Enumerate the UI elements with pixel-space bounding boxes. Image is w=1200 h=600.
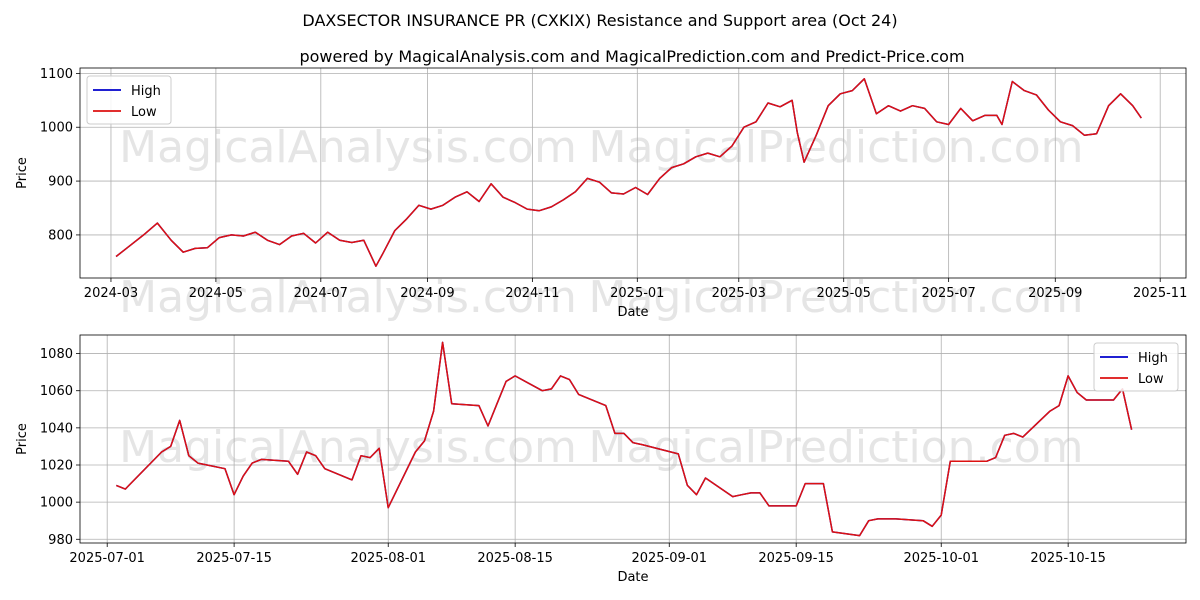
y-tick-label: 980 — [48, 533, 73, 548]
x-axis-label: Date — [617, 570, 648, 585]
x-tick-label: 2025-08-15 — [477, 551, 553, 566]
chart-title: DAXSECTOR INSURANCE PR (CXKIX) Resistanc… — [302, 11, 897, 30]
y-tick-label: 1000 — [40, 121, 73, 136]
chart-panel-2: MagicalAnalysis.com MagicalPrediction.com… — [15, 334, 1187, 585]
watermark-text: MagicalPrediction.com — [589, 272, 1084, 323]
y-tick-label: 900 — [48, 175, 73, 190]
x-axis-label: Date — [617, 305, 648, 320]
chart-panel-1: MagicalAnalysis.com MagicalPrediction.com… — [15, 67, 1187, 323]
x-tick-label: 2025-05 — [817, 286, 871, 301]
x-tick-label: 2025-07-15 — [196, 551, 272, 566]
x-tick-label: 2025-09-01 — [631, 551, 707, 566]
y-tick-label: 1060 — [40, 384, 73, 399]
y-tick-label: 1000 — [40, 496, 73, 511]
legend-label-low: Low — [1138, 372, 1164, 387]
x-tick-label: 2025-10-01 — [903, 551, 979, 566]
x-tick-label: 2024-07 — [294, 286, 348, 301]
x-tick-label: 2025-09 — [1028, 286, 1082, 301]
plot-frame — [79, 334, 1187, 544]
y-tick-label: 1040 — [40, 421, 73, 436]
watermark-text: MagicalAnalysis.com — [119, 272, 577, 323]
legend-box — [86, 75, 172, 125]
x-tick-label: 2025-07-01 — [69, 551, 145, 566]
series-line-low — [115, 78, 1142, 267]
x-tick-label: 2024-11 — [505, 286, 559, 301]
legend-box — [1093, 342, 1179, 392]
legend-label-high: High — [1138, 351, 1168, 366]
x-tick-label: 2025-10-15 — [1030, 551, 1106, 566]
x-tick-label: 2025-09-15 — [758, 551, 834, 566]
legend: High Low — [1093, 342, 1179, 392]
y-tick-label: 1080 — [40, 347, 73, 362]
y-axis-label: Price — [15, 423, 30, 455]
plot-frame — [79, 67, 1187, 279]
legend: High Low — [86, 75, 172, 125]
legend-label-high: High — [131, 84, 161, 99]
y-tick-label: 1020 — [40, 459, 73, 474]
x-tick-label: 2025-08-01 — [350, 551, 426, 566]
chart-subtitle: powered by MagicalAnalysis.com and Magic… — [299, 47, 964, 66]
legend-label-low: Low — [131, 105, 157, 120]
x-tick-label: 2024-09 — [400, 286, 454, 301]
x-tick-label: 2025-03 — [712, 286, 766, 301]
watermark-text: MagicalPrediction.com — [589, 122, 1084, 173]
y-axis-label: Price — [15, 157, 30, 189]
watermark-text: MagicalAnalysis.com — [119, 422, 577, 473]
x-tick-label: 2025-11 — [1133, 286, 1187, 301]
x-tick-label: 2025-07 — [921, 286, 975, 301]
x-tick-label: 2024-03 — [84, 286, 138, 301]
x-tick-label: 2025-01 — [610, 286, 664, 301]
series-line-low — [116, 341, 1133, 537]
y-tick-label: 800 — [48, 228, 73, 243]
watermark-text: MagicalAnalysis.com — [119, 122, 577, 173]
y-tick-label: 1100 — [40, 67, 73, 82]
x-tick-label: 2024-05 — [189, 286, 243, 301]
watermark-text: MagicalPrediction.com — [589, 422, 1084, 473]
